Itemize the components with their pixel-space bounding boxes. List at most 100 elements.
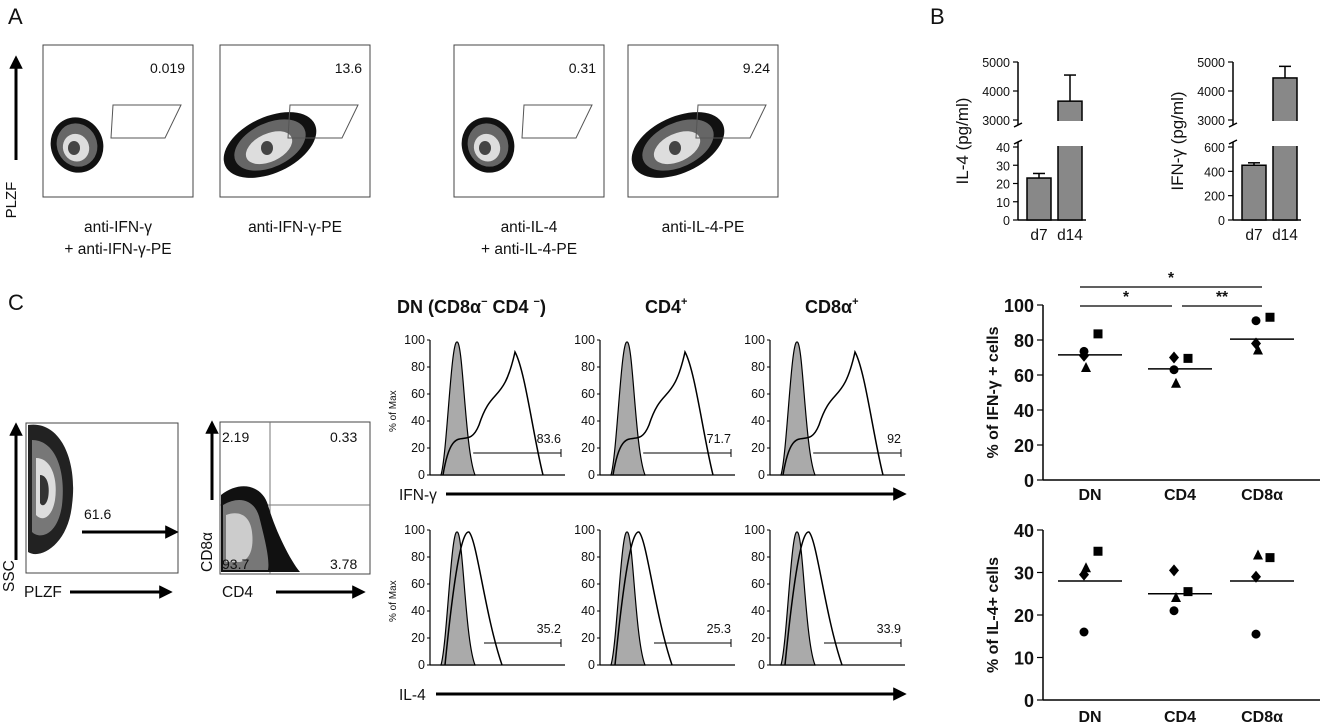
hist-y-tick-label: 40 [411, 604, 425, 618]
axis-break-mark [1013, 139, 1023, 145]
gate-value: 13.6 [335, 60, 362, 76]
y-tick-label: 3000 [1197, 114, 1225, 128]
hist-gate-value: 92 [887, 432, 901, 446]
significance-label: * [1123, 289, 1130, 306]
x-tick-label: d14 [1057, 227, 1083, 244]
bar [1241, 164, 1267, 221]
isotype-histogram [440, 531, 476, 666]
y-tick-label: 3000 [982, 114, 1010, 128]
hist-y-tick-label: 40 [581, 604, 595, 618]
hist-y-tick-label: 80 [581, 360, 595, 374]
stained-histogram [614, 531, 673, 666]
data-point-diamond [1079, 349, 1089, 362]
hist-y-tick-label: 100 [744, 523, 765, 537]
hist-y-tick-label: 40 [751, 604, 765, 618]
y-axis-label: % of IFN-γ + cells [985, 326, 1002, 458]
ssc-axis-label: SSC [1, 560, 18, 592]
y-tick-label: 30 [1014, 564, 1034, 584]
hist-gate-value: 33.9 [877, 622, 901, 636]
panel-label-c: C [8, 290, 24, 315]
gate-value: 9.24 [743, 60, 770, 76]
hist-y-tick-label: 60 [751, 577, 765, 591]
data-point-circle [1251, 316, 1261, 326]
panel-c-histograms: DN (CD8α− CD4 −) CD4+ CD8α+ 020406080100… [388, 296, 907, 704]
y-tick-label: 200 [1204, 190, 1225, 204]
cd8-axis-label: CD8α [199, 532, 216, 572]
plot-caption: anti-IL-4 [501, 219, 558, 236]
data-point-circle [1079, 627, 1089, 637]
y-tick-label: 40 [1014, 401, 1034, 421]
isotype-histogram [780, 341, 816, 476]
y-tick-label: 30 [996, 159, 1010, 173]
stained-histogram [444, 531, 503, 666]
panel-label-a: A [8, 4, 23, 29]
data-point-circle [1169, 606, 1179, 616]
x-tick-label: CD4 [1164, 487, 1196, 504]
header-cd4-text: CD4 [645, 297, 681, 317]
y-axis-label: IL-4 (pg/ml) [953, 98, 972, 185]
header-cd8-text: CD8α [805, 297, 852, 317]
x-tick-label: d14 [1272, 227, 1298, 244]
quadrant-ur-value: 0.33 [330, 429, 357, 445]
gate-polygon [695, 104, 767, 139]
data-point-square [1183, 353, 1193, 363]
bar [1272, 77, 1298, 221]
hist-gate-value: 35.2 [537, 622, 561, 636]
hist-y-tick-label: 0 [758, 468, 765, 482]
hist-y-tick-label: 0 [588, 658, 595, 672]
header-cd4-sup: + [681, 296, 687, 308]
flow-plot-frame [453, 44, 605, 198]
gate-value: 0.31 [569, 60, 596, 76]
hist-y-tick-label: 60 [411, 387, 425, 401]
gate-polygon [521, 104, 593, 139]
data-point-square [1183, 587, 1193, 597]
quadrant-ul-value: 2.19 [222, 429, 249, 445]
header-dn-sup1: − [481, 296, 487, 308]
hist-y-tick-label: 40 [411, 414, 425, 428]
density-contour-core [479, 141, 491, 155]
header-cd8-sup: + [852, 296, 858, 308]
y-tick-label: 10 [1014, 649, 1034, 669]
x-tick-label: DN [1078, 487, 1101, 504]
data-point-circle [1169, 365, 1179, 375]
axis-break-mark [1228, 122, 1238, 128]
y-axis-label: % of IL-4+ cells [985, 557, 1002, 673]
data-point-diamond [1079, 568, 1089, 581]
hist-y-tick-label: 20 [751, 441, 765, 455]
hist-y-tick-label: 0 [418, 658, 425, 672]
quadrant-ll-value: 93.7 [222, 556, 249, 572]
plot-caption-line2: + anti-IL-4-PE [481, 241, 577, 258]
data-point-square [1093, 329, 1103, 339]
y-tick-label: 5000 [1197, 56, 1225, 70]
y-tick-label: 40 [1014, 521, 1034, 541]
data-point-triangle [1171, 592, 1181, 602]
isotype-histogram [440, 341, 476, 476]
plot-caption: anti-IFN-γ-PE [248, 219, 342, 236]
hist-y-tick-label: 60 [581, 577, 595, 591]
y-axis-label: IFN-γ (pg/ml) [1168, 91, 1187, 190]
hist-y-tick-label: 80 [411, 550, 425, 564]
stained-histogram [782, 349, 884, 476]
isotype-histogram [780, 531, 816, 666]
stained-histogram [784, 531, 843, 666]
data-point-triangle [1253, 344, 1263, 355]
hist-y-tick-label: 20 [581, 631, 595, 645]
y-tick-label: 60 [1014, 366, 1034, 386]
data-point-square [1093, 546, 1103, 556]
isotype-histogram [610, 341, 646, 476]
x-tick-label: CD8α [1241, 487, 1283, 504]
gate-polygon [287, 104, 359, 139]
header-dn-part2: CD4 [488, 297, 534, 317]
hist-y-tick-label: 20 [751, 631, 765, 645]
hist-y-tick-label: 40 [581, 414, 595, 428]
hist-y-tick-label: 60 [411, 577, 425, 591]
hist-y-tick-label: 60 [751, 387, 765, 401]
header-cd4: CD4+ [645, 296, 687, 317]
hist-y-tick-label: 20 [411, 631, 425, 645]
significance-label: * [1168, 270, 1175, 287]
y-tick-label: 600 [1204, 141, 1225, 155]
header-cd8: CD8α+ [805, 296, 859, 317]
hist-y-tick-label: 80 [751, 550, 765, 564]
